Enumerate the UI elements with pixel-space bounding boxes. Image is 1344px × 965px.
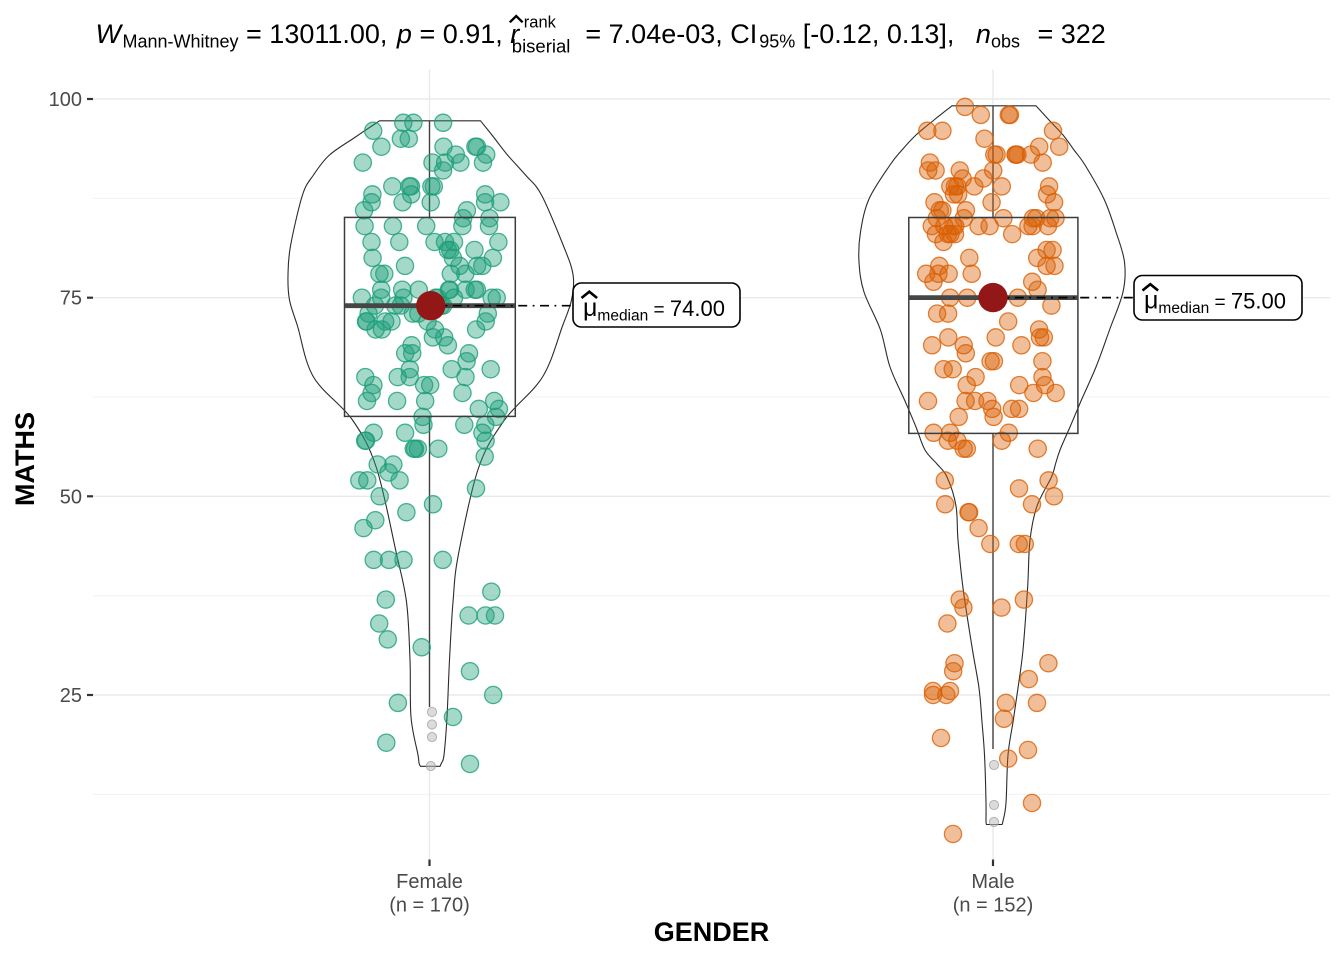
svg-text:(n = 170): (n = 170) <box>389 895 470 917</box>
svg-text:MATHS: MATHS <box>10 412 40 506</box>
svg-text:GENDER: GENDER <box>654 917 770 947</box>
svg-text:50: 50 <box>60 486 82 508</box>
svg-text:75: 75 <box>60 288 82 310</box>
svg-text:25: 25 <box>60 685 82 707</box>
svg-text:100: 100 <box>49 89 82 111</box>
svg-text:Female: Female <box>396 871 463 893</box>
svg-text:Male: Male <box>971 871 1014 893</box>
svg-text:(n = 152): (n = 152) <box>953 895 1034 917</box>
svg-text:WMann-Whitney = 13011.00, p =: WMann-Whitney = 13011.00, p = 0.91, rbis… <box>96 14 1106 57</box>
